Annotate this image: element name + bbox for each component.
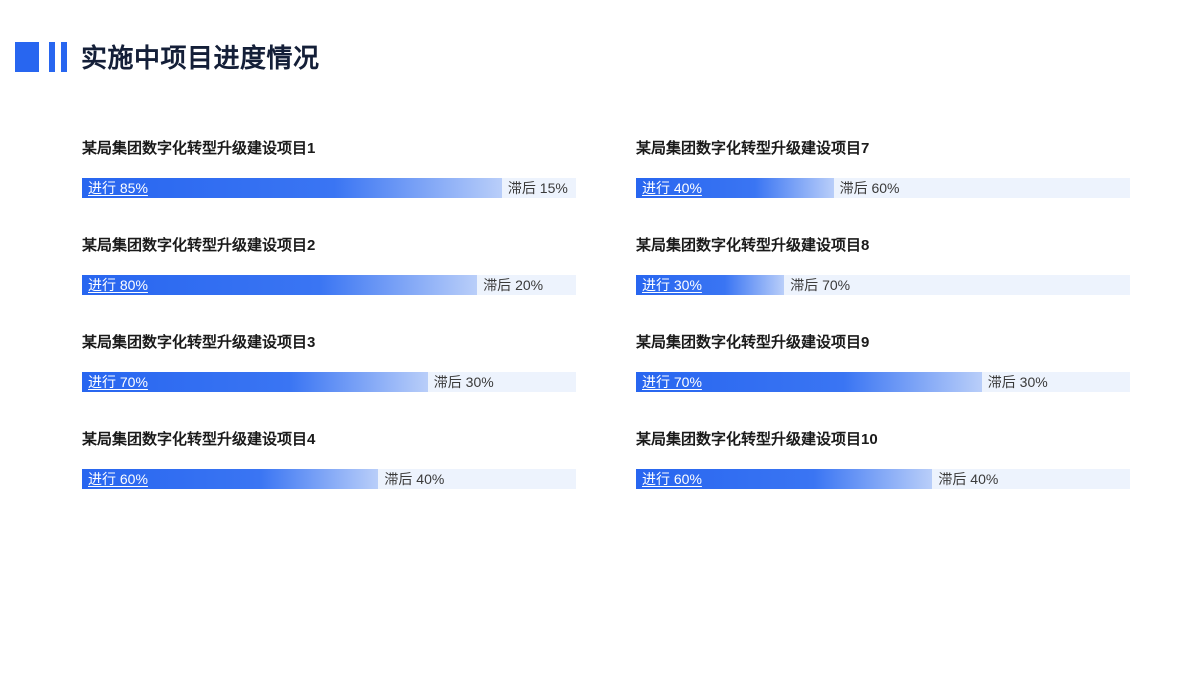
- lag-label: 滞后 60%: [840, 178, 900, 198]
- progress-label: 进行 70%: [642, 372, 702, 392]
- lag-label: 滞后 30%: [434, 372, 494, 392]
- project-name: 某局集团数字化转型升级建设项目7: [636, 137, 1130, 158]
- page-title: 实施中项目进度情况: [81, 38, 320, 75]
- lag-label: 滞后 30%: [988, 372, 1048, 392]
- projects-grid: 某局集团数字化转型升级建设项目1进行 85%滞后 15%某局集团数字化转型升级建…: [0, 75, 1200, 489]
- project-name: 某局集团数字化转型升级建设项目8: [636, 234, 1130, 255]
- progress-label: 进行 60%: [642, 469, 702, 489]
- project-item: 某局集团数字化转型升级建设项目9 进行 70% 滞后 30%: [636, 331, 1130, 392]
- project-name: 某局集团数字化转型升级建设项目9: [636, 331, 1130, 352]
- lag-label: 滞后 70%: [790, 275, 850, 295]
- project-item: 某局集团数字化转型升级建设项目3 进行 70% 滞后 30%: [82, 331, 576, 392]
- lag-label: 滞后 15%: [508, 178, 568, 198]
- progress-bar: 进行 80% 滞后 20%: [82, 275, 576, 295]
- progress-label: 进行 60%: [88, 469, 148, 489]
- progress-bar: 进行 85% 滞后 15%: [82, 178, 576, 198]
- project-name: 某局集团数字化转型升级建设项目3: [82, 331, 576, 352]
- project-name: 某局集团数字化转型升级建设项目4: [82, 428, 576, 449]
- title-decoration-bar-1: [49, 42, 55, 72]
- progress-label: 进行 80%: [88, 275, 148, 295]
- progress-bar: 进行 30% 滞后 70%: [636, 275, 1130, 295]
- project-item: 某局集团数字化转型升级建设项目8 进行 30% 滞后 70%: [636, 234, 1130, 295]
- progress-bar: 进行 60% 滞后 40%: [636, 469, 1130, 489]
- project-item: 某局集团数字化转型升级建设项目2 进行 80% 滞后 20%: [82, 234, 576, 295]
- lag-label: 滞后 20%: [483, 275, 543, 295]
- project-item: 某局集团数字化转型升级建设项目1 进行 85% 滞后 15%: [82, 137, 576, 198]
- project-name: 某局集团数字化转型升级建设项目1: [82, 137, 576, 158]
- project-item: 某局集团数字化转型升级建设项目10 进行 60% 滞后 40%: [636, 428, 1130, 489]
- lag-label: 滞后 40%: [938, 469, 998, 489]
- progress-bar: 进行 70% 滞后 30%: [636, 372, 1130, 392]
- project-name: 某局集团数字化转型升级建设项目10: [636, 428, 1130, 449]
- header: 实施中项目进度情况: [0, 0, 1200, 75]
- lag-label: 滞后 40%: [384, 469, 444, 489]
- project-name: 某局集团数字化转型升级建设项目2: [82, 234, 576, 255]
- progress-label: 进行 70%: [88, 372, 148, 392]
- progress-bar: 进行 70% 滞后 30%: [82, 372, 576, 392]
- title-decoration-block: [15, 42, 39, 72]
- project-item: 某局集团数字化转型升级建设项目7 进行 40% 滞后 60%: [636, 137, 1130, 198]
- progress-bar: 进行 60% 滞后 40%: [82, 469, 576, 489]
- progress-label: 进行 85%: [88, 178, 148, 198]
- progress-bar: 进行 40% 滞后 60%: [636, 178, 1130, 198]
- title-decoration-bar-2: [61, 42, 67, 72]
- project-item: 某局集团数字化转型升级建设项目4 进行 60% 滞后 40%: [82, 428, 576, 489]
- progress-label: 进行 30%: [642, 275, 702, 295]
- progress-label: 进行 40%: [642, 178, 702, 198]
